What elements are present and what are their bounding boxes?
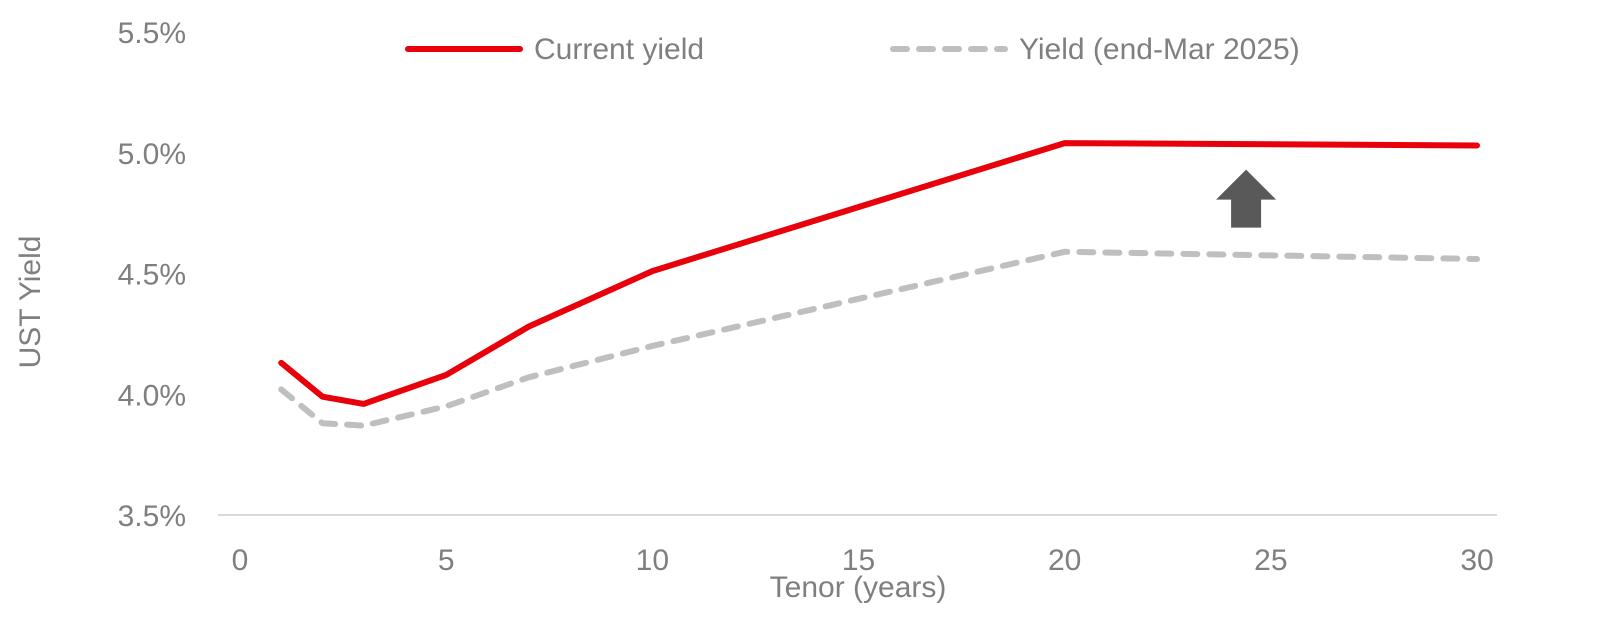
x-tick-label: 0 (232, 544, 249, 577)
x-axis-title: Tenor (years) (770, 571, 947, 604)
x-tick-label: 15 (842, 544, 875, 577)
y-tick-label: 5.5% (118, 17, 186, 50)
series-line-1 (278, 248, 1480, 429)
series-line-0 (278, 140, 1480, 407)
legend: Current yield Yield (end-Mar 2025) (405, 33, 1300, 66)
x-tick-label: 5 (438, 544, 455, 577)
annotation-layer (1216, 169, 1277, 228)
x-tick-label: 30 (1460, 544, 1493, 577)
y-axis-title: UST Yield (14, 236, 47, 369)
up-arrow-icon (1216, 169, 1277, 228)
x-tick-label: 20 (1048, 544, 1081, 577)
x-tick-label: 25 (1254, 544, 1287, 577)
y-tick-label: 4.0% (118, 379, 186, 412)
legend-label: Yield (end-Mar 2025) (1019, 33, 1300, 66)
y-tick-label: 4.5% (118, 259, 186, 292)
legend-item-0: Current yield (405, 33, 704, 66)
y-tick-label: 5.0% (118, 138, 186, 171)
series-layer (278, 140, 1480, 429)
x-tick-label: 10 (636, 544, 669, 577)
y-axis-tick-labels: 3.5% 4.0% 4.5% 5.0% 5.5% (118, 17, 186, 533)
x-axis-tick-labels: 0 5 10 15 20 25 30 (232, 544, 1494, 577)
legend-label: Current yield (534, 33, 704, 66)
y-tick-label: 3.5% (118, 500, 186, 533)
legend-item-1: Yield (end-Mar 2025) (890, 33, 1300, 66)
